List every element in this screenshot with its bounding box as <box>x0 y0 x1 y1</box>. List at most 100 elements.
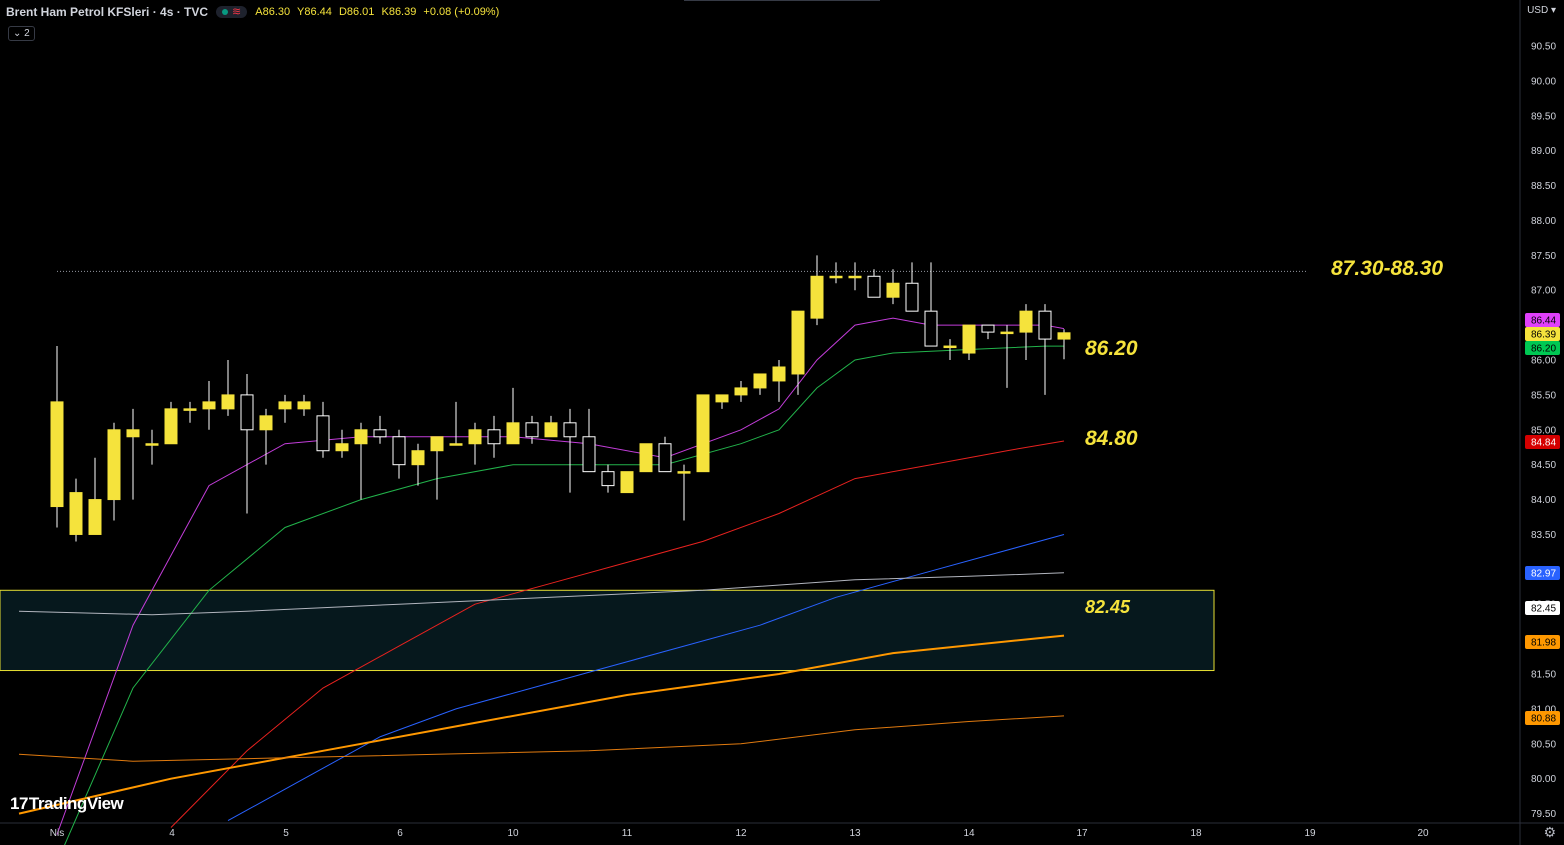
candle-body <box>525 422 539 438</box>
candle-body <box>639 443 653 473</box>
time-tick-label: 13 <box>849 828 861 839</box>
candle-body <box>202 401 216 410</box>
candle-body <box>297 401 311 410</box>
time-tick-label: 17 <box>1076 828 1088 839</box>
ema-line-4 <box>18 572 1065 616</box>
market-status[interactable]: ≋ <box>216 6 248 18</box>
ema-line-3 <box>227 534 1065 822</box>
candle-body <box>259 415 273 431</box>
time-tick-label: 10 <box>507 828 519 839</box>
candle-body <box>50 401 64 508</box>
candle-body <box>962 324 976 354</box>
candle-body <box>677 471 691 474</box>
time-tick-label: 6 <box>397 828 403 839</box>
price-badge <box>1525 327 1560 341</box>
price-tick-label: 88.00 <box>1531 216 1556 227</box>
time-tick-label: 11 <box>622 828 633 839</box>
wave-icon: ≋ <box>232 6 242 18</box>
price-badge <box>1525 711 1560 725</box>
price-tick-label: 84.00 <box>1531 495 1556 506</box>
price-badge-label: 82.45 <box>1531 604 1556 615</box>
candle-body <box>1000 331 1014 335</box>
currency-label: USD <box>1527 5 1549 16</box>
price-tick-label: 80.50 <box>1531 739 1556 750</box>
candle-body <box>126 429 140 438</box>
candle-body <box>487 429 501 445</box>
candle-body <box>810 275 824 319</box>
ohlc-open: A86.30 <box>255 6 291 18</box>
price-tick-label: 88.50 <box>1531 181 1556 192</box>
price-tick-label: 90.00 <box>1531 76 1556 87</box>
candle-body <box>1019 310 1033 333</box>
candle-body <box>240 394 254 431</box>
price-badge <box>1525 435 1560 449</box>
candle-body <box>848 275 862 279</box>
price-tick-label: 89.00 <box>1531 146 1556 157</box>
gear-icon[interactable]: ⚙ <box>1543 824 1556 840</box>
candle-body <box>905 282 919 312</box>
candle-body <box>145 443 159 446</box>
symbol-title[interactable]: Brent Ham Petrol KFSleri · 4s · TVC <box>6 5 209 19</box>
price-badge-label: 84.84 <box>1531 438 1556 449</box>
candle-body <box>981 324 995 333</box>
candle-body <box>411 450 425 466</box>
ema-line-5 <box>18 634 1065 815</box>
candle-body <box>430 436 444 452</box>
candle-body <box>924 310 938 347</box>
price-tick-label: 89.50 <box>1531 111 1556 122</box>
time-tick-label: 12 <box>735 828 747 839</box>
time-tick-label: Nis <box>50 828 64 839</box>
candle-body <box>335 443 349 452</box>
candle-body <box>1057 332 1071 340</box>
support-zone <box>0 589 1215 672</box>
candle-body <box>88 499 102 535</box>
candle-body <box>867 275 881 298</box>
market-open-icon <box>222 9 229 15</box>
ohlc-change: +0.08 (+0.09%) <box>423 6 500 18</box>
price-badge-label: 86.44 <box>1531 316 1556 327</box>
candle-body <box>601 471 615 487</box>
ohlc-readout: A86.30 Y86.44 D86.01 K86.39 +0.08 (+0.09… <box>255 6 503 18</box>
candle-body <box>221 394 235 410</box>
time-tick-label: 14 <box>963 828 975 839</box>
candle-body <box>392 436 406 466</box>
ohlc-close: K86.39 <box>381 6 417 18</box>
candle-body <box>373 429 387 438</box>
candle-body <box>734 387 748 396</box>
price-badge-label: 80.88 <box>1531 714 1556 725</box>
candle-body <box>183 408 197 411</box>
price-badge <box>1525 313 1560 327</box>
price-badge <box>1525 635 1560 649</box>
candle-body <box>164 408 178 445</box>
chevron-down-icon: ▾ <box>1550 5 1556 16</box>
price-tick-label: 81.50 <box>1531 670 1556 681</box>
indicators-toggle[interactable]: ⌄ 2 <box>8 26 35 41</box>
top-drag-bar[interactable] <box>684 0 880 1</box>
indicator-count: 2 <box>24 28 30 39</box>
watermark-text: TradingView <box>28 794 124 813</box>
level-label: 84.80 <box>1085 427 1138 450</box>
price-tick-label: 84.50 <box>1531 460 1556 471</box>
candle-body <box>696 394 710 473</box>
candle-body <box>886 282 900 298</box>
price-badge <box>1525 341 1560 355</box>
time-tick-label: 4 <box>169 828 175 839</box>
candle-body <box>829 275 843 279</box>
ema-line-6 <box>18 715 1065 762</box>
candle-body <box>715 394 729 403</box>
candle-body <box>354 429 368 445</box>
ohlc-high: Y86.44 <box>297 6 332 18</box>
candle-body <box>753 373 767 389</box>
currency-selector[interactable]: USD ▾ <box>1527 5 1556 16</box>
candle-body <box>544 422 558 438</box>
candle-body <box>316 415 330 452</box>
candle-body <box>1038 310 1052 340</box>
candle-body <box>563 422 577 438</box>
candle-body <box>468 429 482 445</box>
price-tick-label: 86.00 <box>1531 356 1556 367</box>
candle-body <box>772 366 786 382</box>
tradingview-logo[interactable]: 17TradingView <box>10 794 124 814</box>
price-badge-label: 86.20 <box>1531 344 1556 355</box>
candle-body <box>107 429 121 501</box>
